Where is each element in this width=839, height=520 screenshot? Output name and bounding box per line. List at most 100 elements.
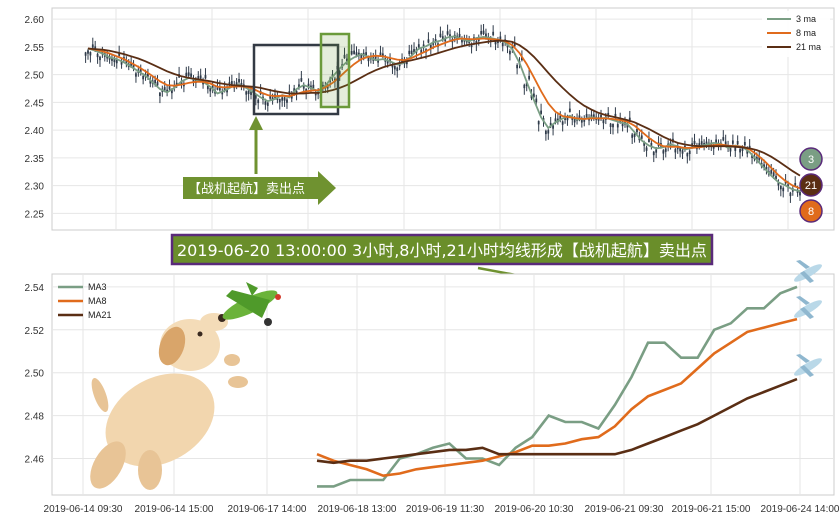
candle-body [794, 183, 797, 187]
pattern-box-dark [252, 43, 340, 116]
candle-body [94, 46, 97, 50]
bottom-line-ma21 [316, 377, 798, 465]
candle-body [585, 114, 588, 118]
signal-banner-text: 2019-06-20 13:00:00 3小时,8小时,21小时均线形成【战机起… [177, 241, 707, 260]
badge-ma3: 3 [799, 147, 823, 171]
badge-ma3-label: 3 [808, 154, 814, 166]
candle-body [130, 62, 133, 66]
sell-point-arrow: 【战机起航】卖出点 [183, 171, 336, 205]
candle-body [566, 116, 569, 121]
candle-body [686, 153, 689, 157]
candle-body [602, 119, 605, 124]
candle-body [247, 90, 250, 95]
candle-body [492, 31, 495, 36]
candle-body [360, 55, 363, 59]
candle-body [298, 84, 300, 88]
candle-body [650, 142, 653, 147]
candle-body [429, 44, 432, 49]
candle-body [633, 133, 636, 137]
candle-body [609, 123, 612, 128]
candle-body [501, 42, 504, 47]
candle-body [250, 91, 252, 95]
candle-body [434, 39, 437, 43]
candle-body [283, 97, 286, 101]
candle-body [715, 139, 717, 143]
candle-body [765, 166, 768, 171]
candle-body [743, 141, 746, 146]
bottom-x-axis: 2019-06-14 09:30 2019-06-14 15:00 2019-06-… [44, 504, 839, 515]
candle-body [549, 122, 552, 127]
candle-body [87, 50, 89, 54]
candle-body [223, 86, 226, 91]
candle-body [600, 114, 602, 119]
candle-body [736, 141, 739, 145]
candle-body [573, 119, 576, 123]
candle-body [278, 99, 281, 103]
candle-body [199, 75, 202, 79]
bottom-xtick-label: 2019-06-24 14:00 [761, 504, 839, 515]
bottom-ma-lines [316, 285, 798, 488]
candle-body [734, 147, 737, 151]
candle-body [640, 135, 643, 139]
candle-body [405, 60, 408, 65]
top-ytick-label: 2.45 [25, 98, 45, 109]
candle-body [528, 75, 531, 80]
candle-body [367, 57, 370, 62]
candle-body [206, 85, 209, 90]
candle-body [396, 67, 399, 71]
candle-body [168, 86, 171, 90]
top-ytick-label: 2.60 [25, 15, 45, 26]
candle-body [688, 150, 691, 155]
candle-body [552, 125, 554, 129]
candle-body [537, 121, 540, 125]
candle-body [461, 39, 463, 43]
candle-body [700, 141, 703, 145]
airplane-icon-ma3 [794, 260, 822, 283]
candle-body [269, 95, 272, 99]
candle-body [540, 110, 542, 114]
candle-body [211, 85, 214, 89]
airplane-icon-ma8 [794, 296, 822, 319]
candle-body [446, 31, 449, 35]
candle-body [631, 134, 634, 138]
candle-body [235, 82, 238, 86]
candle-body [393, 66, 396, 70]
toy-plane-icon [222, 282, 281, 326]
candle-body [731, 140, 734, 144]
candle-body [535, 98, 538, 102]
legend-label-ma8: MA8 [88, 296, 107, 306]
candle-body [652, 151, 655, 156]
candle-body [120, 61, 123, 65]
candle-body [729, 148, 732, 152]
candle-body [544, 130, 547, 135]
candle-body [758, 156, 761, 160]
candle-body [226, 89, 228, 93]
candle-body [171, 89, 173, 94]
candle-body [777, 182, 780, 186]
candle-body [254, 95, 257, 99]
candle-body [612, 123, 614, 128]
candle-body [621, 122, 624, 127]
pattern-box-green [319, 32, 351, 109]
airplane-icon-ma21 [794, 354, 822, 377]
candle-body [616, 124, 619, 128]
candle-body [679, 148, 682, 152]
candle-body [391, 64, 394, 68]
candle-body [281, 97, 284, 101]
candle-body [509, 51, 511, 55]
candle-body [216, 86, 219, 90]
candle-body [190, 73, 192, 77]
candle-body [154, 79, 157, 84]
ma-zoom-chart: 2.462.482.502.522.54 2019-06-14 09:30 201… [25, 260, 839, 515]
candle-body [494, 41, 497, 45]
candle-body [636, 128, 638, 133]
candle-body [449, 34, 451, 38]
bottom-y-axis: 2.46 2.48 2.50 2.52 2.54 [25, 283, 45, 466]
candle-body [523, 84, 526, 89]
bottom-ytick-label: 2.54 [25, 283, 45, 294]
candle-body [96, 53, 99, 58]
candle-body [142, 75, 145, 80]
top-ytick-label: 2.35 [25, 154, 45, 165]
candle-body [379, 52, 382, 56]
candle-body [192, 78, 195, 82]
